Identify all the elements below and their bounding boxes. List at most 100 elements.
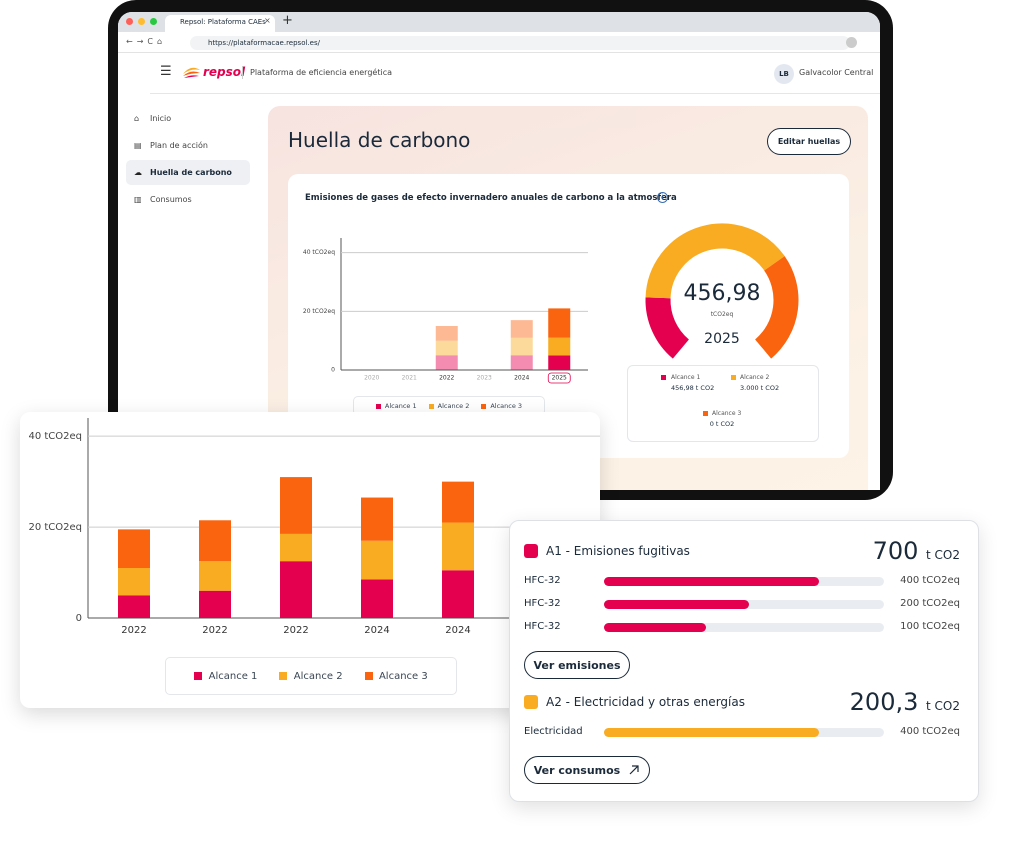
y-tick-label: 40 tCO2eq [28,431,82,442]
legend-label: Alcance 3 [712,410,742,417]
x-tick-label: 2024 [445,625,470,636]
x-tick-label: 2023 [477,375,492,382]
section-total: 700 t CO2 [760,537,960,565]
legend-item: Alcance 3 [481,402,522,410]
legend-item: Alcance 3 [364,670,428,682]
bar-segment [199,561,231,591]
bar-segment [548,355,571,370]
bar-segment [280,561,312,618]
bar-fill [604,623,706,632]
legend: Alcance 1 Alcance 2 Alcance 3 [165,657,457,695]
legend-label: Alcance 1 [208,670,258,682]
nav-icon: ▤ [134,141,142,150]
legend-label: Alcance 2 [293,670,343,682]
x-tick-label: 2021 [402,375,417,382]
row-value: 400 tCO2eq [900,726,960,737]
nav-item[interactable]: Plan de acción [150,141,208,150]
page-title: Huella de carbono [288,128,471,152]
bar-fill [604,728,819,737]
bar-segment [280,477,312,534]
user-name[interactable]: Galvacolor Central [799,68,874,77]
bar-segment [199,520,231,562]
row-label: Electricidad [524,726,583,737]
nav-buttons[interactable]: ←→C⌂ [126,37,167,46]
chart: 0 20 tCO2eq 40 tCO2eq 2020 2021 2022 2023 2024 2… [303,238,588,384]
arrow-icon [629,765,639,775]
section-button[interactable]: Ver emisiones [524,651,630,679]
section-title: A2 - Electricidad y otras energías [546,695,745,709]
gauge-arcs [645,223,799,359]
x-tick-label: 2022 [121,625,146,636]
profile[interactable] [846,37,857,48]
row-value: 200 tCO2eq [900,598,960,609]
legend-label: Alcance 3 [378,670,428,682]
chart: 0 20 tCO2eq 40 tCO2eq 2022 2022 2022 2024 2024 [28,418,600,636]
bar-segment [510,355,533,370]
gauge-year: 2025 [704,331,740,347]
bar-segment [435,326,458,341]
window-dot[interactable] [126,18,133,25]
tab-title: Repsol: Plataforma CAEs [180,18,266,26]
legend-value: 456,98 t CO2 [671,384,715,392]
gauge-value: 456,98 [683,281,761,306]
legend-swatch [375,403,381,409]
bar-fill [604,600,749,609]
gauge-arc [754,256,799,359]
nav-icon: ☁ [134,168,142,177]
window-dot[interactable] [138,18,145,25]
total-unit: t CO2 [926,699,960,713]
x-tick-label: 2022 [202,625,227,636]
new-tab[interactable]: + [282,13,293,28]
nav-item[interactable]: Inicio [150,114,172,123]
legend-label: Alcance 1 [671,374,701,381]
bar-segment [280,533,312,562]
gauge-arc [645,297,690,359]
row-value: 100 tCO2eq [900,621,960,632]
y-tick-label: 20 tCO2eq [28,522,82,533]
nav-item[interactable]: Consumos [150,195,192,204]
bar-segment [510,320,533,338]
total-unit: t CO2 [926,548,960,562]
bar-track [604,623,884,632]
tab[interactable] [165,15,275,32]
x-tick-label: 2024 [514,375,529,382]
y-tick-label: 40 tCO2eq [303,249,335,256]
row-label: HFC-32 [524,621,561,632]
legend-swatch [194,672,203,680]
bar-segment [442,481,474,523]
section-button[interactable]: Ver consumos [524,756,650,784]
platform-name: Plataforma de eficiencia energética [250,68,392,77]
brand: repsol [203,65,246,79]
row-label: HFC-32 [524,575,561,586]
total-value: 200,3 [849,688,919,716]
menu-icon[interactable]: ☰ [160,64,172,79]
address-bar[interactable] [190,36,850,50]
edit-button[interactable]: Editar huellas [767,128,851,155]
bar-segment [435,340,458,356]
nav-item[interactable]: Huella de carbono [150,168,232,177]
legend-item: Alcance 1 [194,671,257,682]
avatar[interactable]: LB [774,64,794,84]
tab-bar [118,12,880,32]
nav-active-bg [126,160,250,185]
bar-segment [510,337,533,356]
y-tick-label: 20 tCO2eq [303,308,335,315]
tab-close[interactable]: × [264,16,271,25]
legend-label: Alcance 1 [384,402,417,410]
bar-segment [435,355,458,370]
legend-swatch [731,375,736,380]
info-icon[interactable]: i [657,192,668,203]
divider [118,52,880,53]
y-tick-label: 0 [331,367,335,374]
legend-value: 0 t CO2 [709,420,735,428]
legend-swatch [703,411,708,416]
legend-item: Alcance 2 [428,402,469,410]
section-swatch [524,544,538,558]
legend-swatch [661,375,666,380]
divider [150,93,880,94]
bar-segment [361,579,393,618]
window-dot[interactable] [150,18,157,25]
bar-segment [118,529,150,568]
section-total: 200,3 t CO2 [760,688,960,716]
